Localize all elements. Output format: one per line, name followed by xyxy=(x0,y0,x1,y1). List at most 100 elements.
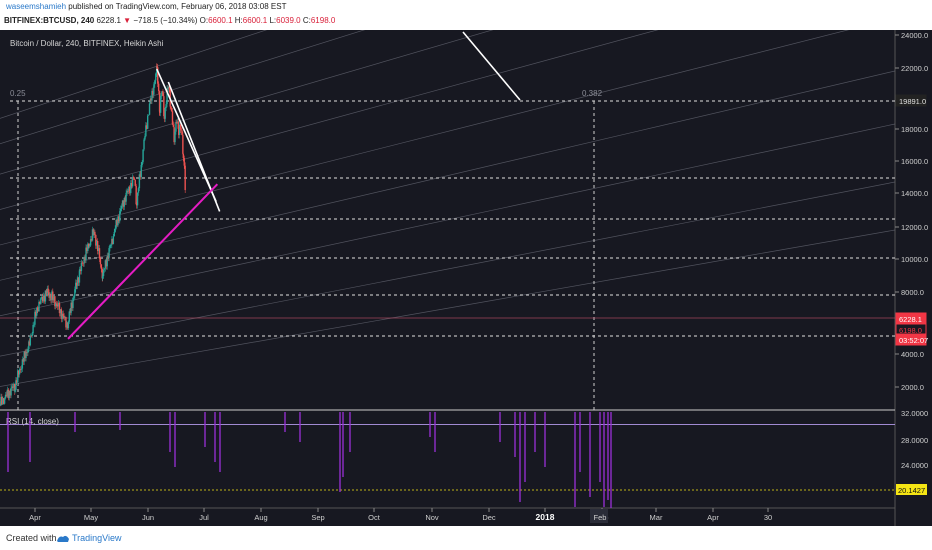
rsi-value-tag xyxy=(896,484,927,495)
candle xyxy=(112,236,115,245)
low-value: 6039.0 xyxy=(276,16,301,25)
last-price: 6228.1 xyxy=(96,16,121,25)
candle xyxy=(178,124,181,135)
candle xyxy=(182,134,184,154)
candle xyxy=(179,124,182,130)
candle xyxy=(104,260,107,269)
candle xyxy=(3,398,6,404)
tradingview-logo-icon xyxy=(56,533,70,545)
candle xyxy=(95,234,97,246)
price-tick-label: 16000.0 xyxy=(901,157,928,166)
candle xyxy=(83,257,85,264)
candle xyxy=(101,269,103,279)
candle xyxy=(26,351,28,353)
candle xyxy=(34,311,36,325)
rsi-tick-label: 24.0000 xyxy=(901,461,928,470)
candle xyxy=(1,396,3,405)
candle xyxy=(136,192,139,206)
candle xyxy=(125,192,127,202)
price-tag xyxy=(895,333,927,346)
candle xyxy=(72,297,74,309)
candle xyxy=(39,301,41,304)
resistance-1-trendline-extension xyxy=(462,31,521,101)
candle xyxy=(140,165,142,166)
candle xyxy=(151,90,153,101)
price-tick-label: 12000.0 xyxy=(901,223,928,232)
candle xyxy=(69,311,71,313)
candle xyxy=(122,200,125,207)
candle xyxy=(55,303,57,307)
candle xyxy=(183,158,185,166)
candle xyxy=(87,243,89,251)
chart-canvas[interactable]: 0.25 0.382 Bitcoin / Dollar, 240, BITFINEX… xyxy=(0,30,932,526)
candle xyxy=(119,211,121,222)
chart-title: Bitcoin / Dollar, 240, BITFINEX, Heikin … xyxy=(10,39,164,48)
symbol-label: BITFINEX:BTCUSD, 240 xyxy=(4,16,95,25)
candle xyxy=(20,368,23,370)
candle xyxy=(103,268,106,270)
candle xyxy=(14,389,16,392)
candle xyxy=(51,291,53,301)
candle xyxy=(157,83,160,92)
candle xyxy=(2,398,4,405)
candle xyxy=(138,174,141,189)
candle xyxy=(105,260,108,267)
candle xyxy=(163,116,166,119)
candle xyxy=(57,302,60,307)
candle xyxy=(140,165,142,178)
candle xyxy=(120,208,122,212)
open-label: O: xyxy=(199,16,209,25)
candle xyxy=(109,244,111,249)
close-value: 6198.0 xyxy=(310,16,336,25)
candle xyxy=(121,200,124,206)
candle xyxy=(52,299,54,301)
time-cursor-label: Feb xyxy=(594,513,607,522)
ohlc-line: BITFINEX:BTCUSD, 240 6228.1 ▼ −718.5 (−1… xyxy=(4,16,335,25)
candle xyxy=(167,86,170,90)
candle xyxy=(153,84,155,87)
candle xyxy=(54,296,56,307)
candle xyxy=(148,103,151,115)
time-tick-label: Sep xyxy=(311,513,324,522)
candle xyxy=(99,258,102,265)
candle xyxy=(106,255,108,267)
candle xyxy=(127,190,129,192)
candle xyxy=(100,264,103,270)
candle xyxy=(60,309,63,319)
candle xyxy=(114,228,116,232)
candle xyxy=(25,351,27,359)
fan-line xyxy=(0,30,659,210)
candle xyxy=(19,369,22,370)
price-tick-label: 22000.0 xyxy=(901,64,928,73)
price-tick-label: 10000.0 xyxy=(901,255,928,264)
candle xyxy=(110,244,112,246)
candle xyxy=(156,66,158,68)
candle xyxy=(131,177,134,187)
candle xyxy=(5,394,8,396)
footer: Created with TradingView xyxy=(0,526,932,550)
candle xyxy=(41,296,44,302)
candle xyxy=(31,333,33,337)
candle xyxy=(171,111,174,125)
tradingview-brand[interactable]: TradingView xyxy=(72,533,122,543)
candle xyxy=(107,255,109,258)
candle xyxy=(175,122,178,124)
fan-line xyxy=(0,123,896,317)
candle xyxy=(38,301,40,312)
candle xyxy=(168,86,170,90)
time-tick-label: Nov xyxy=(425,513,439,522)
candle xyxy=(142,149,144,162)
author-link[interactable]: waseemshamieh xyxy=(6,2,67,11)
candle xyxy=(78,270,81,283)
candle xyxy=(23,351,25,362)
time-tick-label: Dec xyxy=(482,513,496,522)
candle xyxy=(22,359,24,362)
candle xyxy=(52,291,54,300)
candle xyxy=(129,186,131,194)
candle xyxy=(154,80,156,85)
candle xyxy=(30,335,32,337)
candle xyxy=(47,288,49,293)
candle xyxy=(46,288,48,290)
candle xyxy=(18,369,21,375)
candle xyxy=(50,293,52,301)
